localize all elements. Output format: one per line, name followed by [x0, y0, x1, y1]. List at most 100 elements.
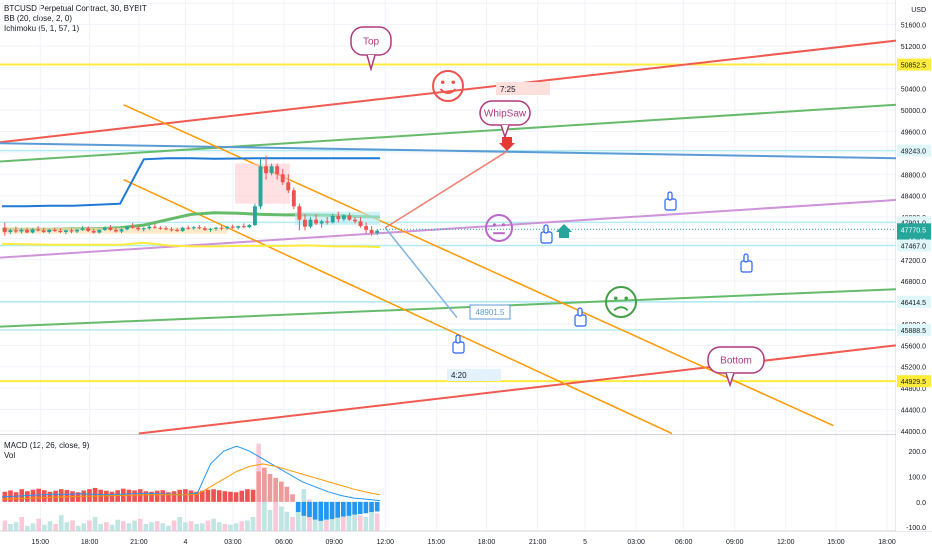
price-label[interactable]: 47770.5: [901, 227, 926, 234]
time-tick-label[interactable]: 03:00: [224, 539, 242, 546]
callout-bottom[interactable]: Bottom: [707, 346, 765, 388]
volume-bar: [194, 524, 199, 531]
emoji-eye: [440, 80, 445, 85]
forecast-arrow-up[interactable]: [384, 151, 507, 229]
up-arrow-icon[interactable]: [556, 224, 572, 238]
time-tick-label[interactable]: 09:00: [726, 539, 744, 546]
volume-bar: [166, 525, 171, 531]
time-tick-label[interactable]: 5: [583, 539, 587, 546]
time-tick-label[interactable]: 18:00: [478, 539, 496, 546]
pointer-hand-icon[interactable]: [540, 224, 553, 244]
price-label[interactable]: 47467.0: [901, 244, 926, 251]
time-tick-label[interactable]: 15:00: [32, 539, 50, 546]
callout-top[interactable]: Top: [350, 26, 392, 72]
ichimoku-cloud: [235, 163, 290, 204]
indicator-line: [1, 241, 381, 248]
pointer-hand-icon[interactable]: [574, 307, 587, 327]
time-tick-label[interactable]: 06:00: [275, 539, 293, 546]
volume-bar: [143, 524, 149, 531]
down-arrow-icon[interactable]: [499, 137, 515, 151]
volume-bar: [109, 524, 115, 531]
pointer-hand-icon[interactable]: [740, 253, 753, 273]
volume-bar: [8, 524, 13, 531]
price-label[interactable]: 45888.5: [901, 328, 926, 335]
channel-line-lower[interactable]: [123, 178, 673, 435]
time-tick-label[interactable]: 21:00: [130, 539, 148, 546]
trend-line-blue[interactable]: [0, 142, 897, 160]
macd-hist-bar: [216, 490, 222, 502]
candle-body: [347, 215, 352, 220]
time-axis[interactable]: 15:00 18:00 21:00 4 03:00 06:00 09:00 12:00 15:0…: [32, 539, 896, 546]
candle-body: [125, 226, 130, 230]
candle: [175, 227, 180, 233]
candle: [208, 227, 213, 233]
macd-legend-label[interactable]: MACD (12, 26, close, 9): [4, 441, 90, 450]
time-tick-label[interactable]: 06:00: [675, 539, 693, 546]
volume-bar: [132, 520, 137, 531]
price-label[interactable]: 49243.0: [901, 149, 926, 156]
indicator-layer: [1, 157, 381, 248]
volume-bar: [47, 521, 53, 531]
price-label[interactable]: 46414.5: [901, 300, 926, 307]
trend-line-green-upper[interactable]: [0, 103, 897, 163]
volume-bar: [278, 506, 284, 531]
candle: [36, 226, 41, 232]
macd-hist-bar: [374, 501, 380, 512]
time-tick-label[interactable]: 15:00: [428, 539, 446, 546]
time-tick-label[interactable]: 4: [184, 539, 188, 546]
trend-line-bottom[interactable]: [138, 344, 897, 435]
ichimoku-legend[interactable]: Ichimoku (5, 1, 57, 1): [4, 24, 80, 33]
candle: [375, 228, 380, 236]
candle-body: [102, 227, 107, 230]
pointer-hand-icon[interactable]: [664, 191, 677, 211]
trend-line-purple[interactable]: [0, 198, 897, 259]
time-tick-label[interactable]: 03:00: [627, 539, 645, 546]
time-tick-label[interactable]: 12:00: [377, 539, 395, 546]
callout-text: Top: [363, 37, 380, 48]
macd-hist-bar: [284, 486, 290, 502]
time-tag-bg: [447, 369, 501, 381]
macd-hist-bar: [205, 489, 211, 502]
candle: [2, 222, 7, 236]
price-tag-bg[interactable]: [469, 304, 511, 320]
smile-emoji-icon[interactable]: [432, 70, 464, 102]
macd-hist-bar: [53, 490, 58, 502]
candle-body: [252, 206, 257, 226]
volume-bar: [273, 499, 278, 531]
annotation-layer[interactable]: Top WhipSaw Bottom 48901.5 7:25 4:20: [350, 26, 765, 388]
macd-hist-bar: [154, 490, 160, 502]
candle-body: [141, 228, 146, 230]
candle: [91, 228, 96, 234]
trend-line-green-lower[interactable]: [0, 288, 897, 328]
candle: [308, 217, 313, 229]
time-tick-label[interactable]: 21:00: [529, 539, 547, 546]
sad-emoji-icon[interactable]: [605, 286, 637, 318]
macd-hist-bar: [239, 490, 245, 502]
candle-body: [280, 174, 285, 183]
trend-line-top[interactable]: [0, 39, 897, 144]
vol-legend-label[interactable]: Vol: [4, 451, 16, 460]
price-label[interactable]: 50852.5: [901, 63, 926, 70]
candle-body: [297, 206, 302, 220]
forecast-arrow-down[interactable]: [384, 227, 458, 319]
hand-finger: [577, 307, 583, 317]
callout-whipsaw[interactable]: WhipSaw: [479, 100, 531, 140]
neutral-emoji-icon[interactable]: [485, 214, 513, 242]
emoji-eye: [451, 80, 456, 85]
candle: [314, 214, 319, 226]
candle-body: [86, 228, 91, 231]
time-tick-label[interactable]: 12:00: [777, 539, 795, 546]
bb-legend[interactable]: BB (20, close, 2, 0): [4, 14, 73, 23]
pointer-hand-icon[interactable]: [452, 334, 465, 354]
time-tick-label[interactable]: 09:00: [325, 539, 343, 546]
time-tick-label[interactable]: 15:00: [827, 539, 845, 546]
price-label[interactable]: 44929.5: [901, 379, 926, 386]
candle-body: [36, 229, 41, 231]
symbol-legend[interactable]: BTCUSD Perpetual Contract, 30, BYBIT: [4, 4, 147, 13]
candle: [25, 227, 29, 234]
macd-hist-bar: [160, 490, 166, 502]
time-tick-label[interactable]: 18:00: [81, 539, 99, 546]
price-axis[interactable]: USD51600.051200.050800.050400.050000.049…: [896, 0, 932, 532]
time-tick-label[interactable]: 18:00: [878, 539, 896, 546]
